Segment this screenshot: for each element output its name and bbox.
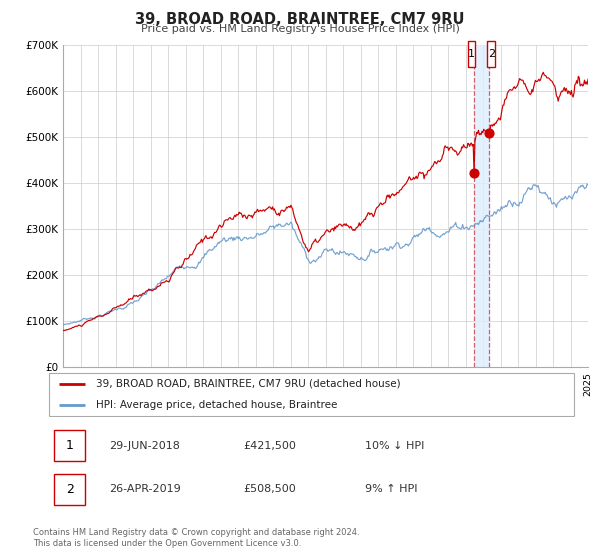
Text: 2: 2 (488, 49, 495, 59)
FancyBboxPatch shape (467, 41, 475, 67)
Text: Price paid vs. HM Land Registry's House Price Index (HPI): Price paid vs. HM Land Registry's House … (140, 24, 460, 34)
FancyBboxPatch shape (487, 41, 495, 67)
Text: Contains HM Land Registry data © Crown copyright and database right 2024.
This d: Contains HM Land Registry data © Crown c… (33, 528, 359, 548)
FancyBboxPatch shape (49, 372, 574, 416)
Point (469, 169, 479, 178)
Text: £421,500: £421,500 (244, 441, 296, 451)
Text: 10% ↓ HPI: 10% ↓ HPI (365, 441, 424, 451)
Text: 39, BROAD ROAD, BRAINTREE, CM7 9RU (detached house): 39, BROAD ROAD, BRAINTREE, CM7 9RU (deta… (95, 379, 400, 389)
Text: 1: 1 (66, 439, 74, 452)
Text: 39, BROAD ROAD, BRAINTREE, CM7 9RU: 39, BROAD ROAD, BRAINTREE, CM7 9RU (135, 12, 465, 27)
Text: HPI: Average price, detached house, Braintree: HPI: Average price, detached house, Brai… (95, 400, 337, 410)
Text: 9% ↑ HPI: 9% ↑ HPI (365, 484, 418, 494)
Text: £508,500: £508,500 (244, 484, 296, 494)
Text: 2: 2 (66, 483, 74, 496)
FancyBboxPatch shape (55, 431, 85, 461)
Bar (474, 45, 488, 367)
Point (484, 128, 493, 137)
Text: 26-APR-2019: 26-APR-2019 (109, 484, 181, 494)
Text: 29-JUN-2018: 29-JUN-2018 (109, 441, 179, 451)
Text: 1: 1 (468, 49, 475, 59)
FancyBboxPatch shape (55, 474, 85, 505)
